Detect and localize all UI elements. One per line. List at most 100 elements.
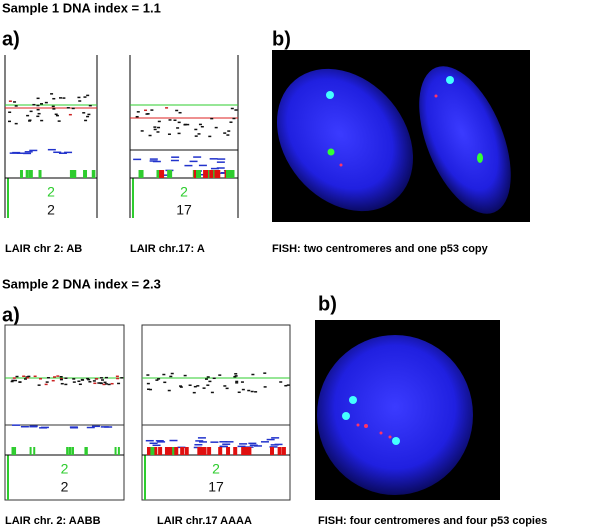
seg-tick — [203, 170, 209, 178]
blue-dash — [149, 442, 158, 445]
signal — [327, 148, 335, 156]
fish-caption: FISH: four centromeres and four p53 copi… — [318, 515, 547, 527]
data-dot — [167, 389, 171, 392]
data-dot — [64, 383, 68, 386]
panel-label: b) — [318, 293, 337, 315]
blue-dash — [91, 425, 100, 428]
data-dot — [210, 117, 214, 120]
data-dot — [104, 383, 108, 385]
data-dot — [100, 379, 104, 381]
blue-dash — [189, 160, 198, 163]
seg-tick — [68, 447, 71, 455]
data-dot — [153, 128, 157, 131]
seg-tick — [114, 447, 117, 455]
data-dot — [57, 120, 61, 122]
blue-dash — [171, 156, 180, 158]
data-dot — [110, 382, 114, 385]
data-dot — [38, 378, 42, 380]
seg-tick — [233, 447, 238, 455]
chrom-label: 17 — [176, 202, 192, 218]
data-dot — [97, 382, 101, 384]
blue-dash — [104, 426, 113, 428]
data-dot — [241, 388, 245, 391]
data-dot — [234, 373, 238, 375]
blue-dash — [216, 167, 225, 169]
seg-tick — [214, 170, 220, 178]
seg-tick — [159, 170, 165, 178]
blue-dash — [195, 440, 204, 442]
blue-dash — [209, 158, 218, 160]
data-dot — [26, 377, 30, 379]
data-dot — [93, 382, 97, 385]
data-dot — [223, 385, 227, 387]
blue-dash — [162, 174, 171, 176]
seg-tick — [84, 447, 87, 455]
blue-dash — [219, 441, 228, 443]
seg-tick — [209, 170, 215, 178]
data-dot — [286, 384, 290, 386]
data-dot — [8, 111, 12, 114]
data-dot — [102, 383, 106, 386]
signal — [477, 153, 483, 163]
data-dot — [235, 382, 239, 384]
data-dot — [225, 387, 229, 390]
data-dot — [88, 381, 92, 383]
data-dot — [186, 123, 190, 126]
data-dot — [13, 101, 17, 103]
seg-tick — [226, 447, 231, 455]
blue-dash — [274, 443, 283, 446]
data-dot — [183, 374, 187, 377]
data-dot — [55, 114, 59, 117]
data-dot — [87, 113, 91, 116]
data-dot — [11, 379, 15, 382]
data-dot — [212, 377, 216, 380]
blue-dash — [20, 425, 29, 428]
data-dot — [145, 113, 149, 115]
data-dot — [72, 381, 76, 383]
data-dot — [22, 375, 26, 378]
data-dot — [208, 135, 212, 138]
data-dot — [136, 111, 140, 113]
blue-dash — [253, 445, 262, 447]
data-dot — [176, 127, 180, 129]
data-dot — [84, 119, 88, 122]
data-dot — [192, 391, 196, 394]
blue-dash — [70, 427, 79, 429]
blue-dash — [219, 172, 228, 174]
data-dot — [99, 377, 103, 379]
data-dot — [156, 131, 160, 133]
seg-tick — [277, 447, 282, 455]
data-dot — [46, 377, 50, 379]
data-dot — [10, 380, 14, 383]
blue-dash — [222, 443, 231, 445]
data-dot — [170, 372, 174, 375]
seg-tick — [85, 447, 88, 455]
blue-dash — [23, 152, 32, 155]
seg-tick — [180, 447, 185, 455]
data-dot — [37, 112, 41, 115]
blue-dash — [266, 438, 275, 441]
data-dot — [135, 115, 139, 118]
data-dot — [92, 380, 96, 382]
data-dot — [229, 121, 233, 123]
data-dot — [193, 385, 197, 388]
blue-dash — [58, 152, 67, 154]
data-dot — [263, 386, 267, 388]
seg-tick — [25, 170, 29, 178]
data-dot — [208, 380, 212, 383]
data-dot — [64, 377, 68, 379]
signal — [379, 431, 383, 435]
data-dot — [177, 121, 181, 124]
nucleus — [317, 335, 473, 495]
blue-dash — [170, 159, 179, 162]
signal — [349, 396, 357, 404]
data-dot — [58, 97, 62, 99]
data-dot — [80, 378, 84, 381]
blue-dash — [12, 151, 21, 154]
data-dot — [178, 111, 182, 114]
data-dot — [29, 110, 33, 113]
data-dot — [177, 132, 181, 135]
data-dot — [167, 133, 171, 135]
data-dot — [23, 378, 27, 380]
